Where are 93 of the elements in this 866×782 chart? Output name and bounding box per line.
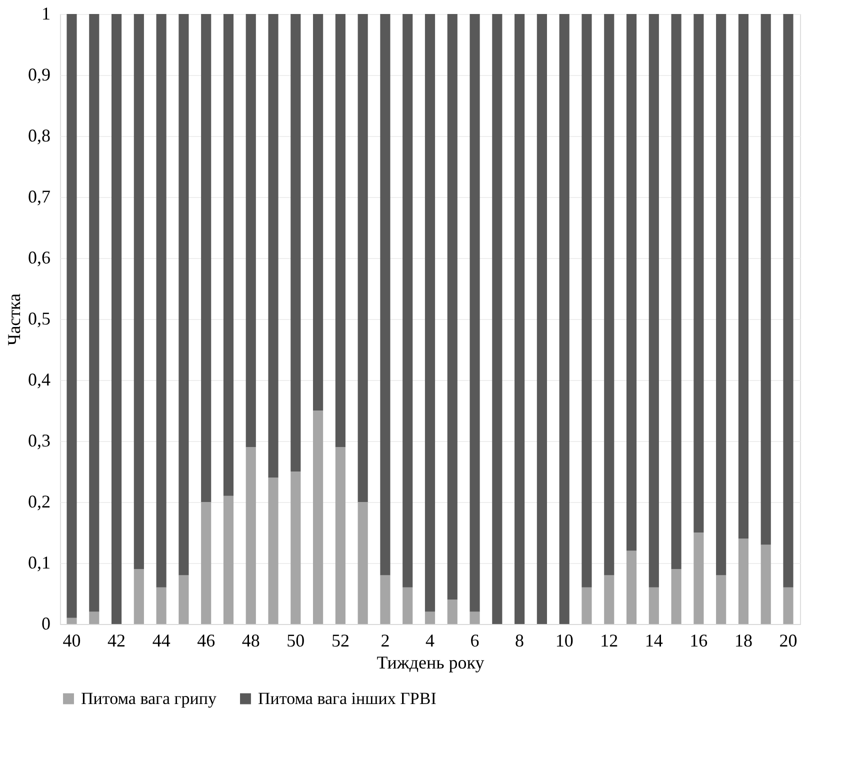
bar [716,14,726,576]
bar [380,14,390,576]
bar [514,14,525,624]
bar [290,14,301,472]
bar [313,410,324,624]
x-tick-label: 12 [600,630,618,650]
bar [313,14,324,410]
x-tick-label: 52 [331,630,350,650]
bar [402,587,413,624]
x-axis-title: Тиждень року [376,652,484,672]
x-tick-label: 46 [197,630,216,650]
y-tick-label: 0,7 [28,186,50,206]
x-tick-label: 2 [380,630,390,650]
bar [134,569,144,624]
bar [424,612,436,624]
bar [246,447,256,624]
bar [716,575,726,624]
bar [89,14,100,612]
bar [201,14,212,502]
bar [559,14,570,624]
bar [89,612,100,624]
y-tick-label: 0,5 [28,308,50,328]
bar [536,14,547,624]
x-tick-label: 10 [555,630,574,650]
bar [447,14,458,600]
bar [648,14,659,588]
bar [671,14,682,570]
bar [604,14,614,576]
bar [582,587,592,624]
y-tick-label: 0,6 [28,248,50,268]
x-tick-label: 16 [690,630,708,650]
bar [290,472,301,624]
bar [112,14,122,624]
bar [447,600,458,624]
bar [648,587,659,624]
x-tick-label: 44 [152,630,170,650]
y-tick-label: 0,9 [28,64,50,84]
bar [470,612,480,624]
bar [66,14,77,618]
bar [738,14,748,539]
bar [492,14,502,624]
bar [178,575,189,624]
legend-label: Питома вага інших ГРВІ [258,688,437,708]
bar [66,618,77,624]
bar [268,14,278,478]
bar [470,14,480,612]
bar [335,14,346,448]
y-tick-label: 0,8 [28,126,50,146]
bar [738,538,748,624]
bar [358,502,368,624]
bar [380,575,390,624]
bar [402,14,413,588]
bar [626,550,637,624]
bar [783,587,794,624]
bar [626,14,637,551]
legend-label: Питома вага грипу [81,688,217,708]
x-tick-label: 18 [734,630,752,650]
x-tick-label: 42 [108,630,126,650]
bar [156,14,166,588]
y-tick-label: 0,4 [28,370,50,390]
y-tick-label: 0,2 [28,492,50,512]
x-tick-label: 8 [515,630,524,650]
x-tick-label: 14 [644,630,663,650]
bar [246,14,256,448]
bar [268,478,278,624]
bar [335,447,346,624]
x-tick-label: 6 [470,630,480,650]
bar [760,14,771,545]
bar [156,587,166,624]
bar [760,544,771,624]
x-tick-label: 50 [286,630,305,650]
bar [694,14,704,532]
y-tick-label: 0,1 [28,552,50,572]
bar [178,14,189,576]
bar [424,14,436,612]
y-tick-label: 1 [42,4,50,24]
x-tick-label: 48 [242,630,260,650]
y-tick-label: 0 [42,614,50,634]
y-tick-label: 0,3 [28,430,50,450]
x-tick-label: 20 [779,630,798,650]
bar [783,14,794,588]
bar [223,496,234,624]
bar [201,502,212,624]
x-tick-label: 40 [62,630,81,650]
y-axis-title: Частка [4,293,24,346]
bar [604,575,614,624]
bar [134,14,144,570]
bar [358,14,368,502]
bar [223,14,234,496]
bar [671,569,682,624]
bar [694,532,704,624]
x-tick-label: 4 [426,630,434,650]
bar [582,14,592,588]
